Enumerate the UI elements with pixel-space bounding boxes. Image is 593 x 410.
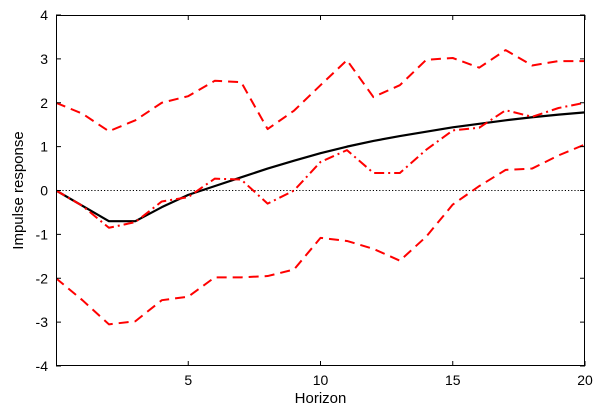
- x-tick-label: 10: [313, 372, 329, 388]
- tick-marks-group: [56, 14, 586, 367]
- y-tick-label: -3: [36, 314, 49, 330]
- plot-frame: [56, 15, 585, 366]
- y-tick-label: -4: [36, 358, 49, 374]
- point-estimate-line: [56, 111, 585, 223]
- median-line: [56, 101, 585, 229]
- upper-band-line: [56, 49, 585, 133]
- x-tick-label: 20: [577, 372, 593, 388]
- y-tick-label: 1: [40, 139, 48, 155]
- y-tick-label: 2: [40, 95, 48, 111]
- y-tick-label: -1: [36, 226, 49, 242]
- y-tick-label: 0: [40, 183, 48, 199]
- y-tick-label: 4: [40, 7, 48, 23]
- y-axis-label: Impulse response: [10, 131, 27, 249]
- tick-labels-group: 5 10 15 20 -4 -3 -2 -1 0 1 2 3 4: [36, 7, 593, 388]
- y-tick-label: -2: [36, 270, 49, 286]
- x-tick-label: 15: [445, 372, 461, 388]
- x-tick-label: 5: [184, 372, 192, 388]
- lower-band-line: [56, 143, 585, 326]
- x-axis-label: Horizon: [295, 390, 347, 407]
- series-group: [56, 49, 585, 326]
- y-tick-label: 3: [40, 51, 48, 67]
